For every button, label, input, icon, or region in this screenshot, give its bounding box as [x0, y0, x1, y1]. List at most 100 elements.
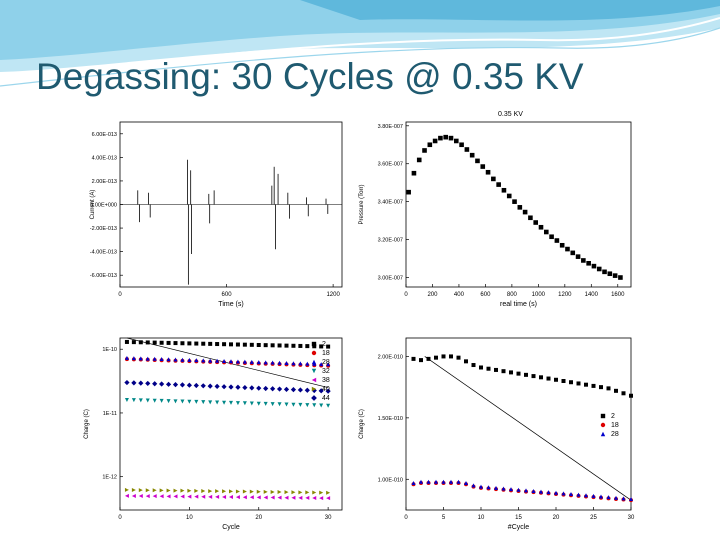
series-point-44	[172, 382, 179, 388]
series-point-38	[235, 495, 240, 500]
series-point-2	[591, 383, 596, 388]
series-point-38	[284, 495, 289, 500]
series-point-40	[277, 490, 282, 495]
series-point-28	[298, 361, 303, 366]
series-point-40	[166, 488, 171, 493]
x-tick-label: 600	[222, 292, 233, 298]
legend-label: 40	[322, 386, 330, 393]
pressure-time-chart: 0 200 400 600 800 1000 1200 1400 1600 3.80E-007 3.…	[359, 111, 632, 308]
x-tick-label: 1400	[585, 292, 599, 298]
series-point-28	[138, 356, 143, 361]
series-point-28	[249, 359, 254, 364]
series-point-2	[277, 343, 282, 348]
series-point-2	[298, 343, 303, 348]
x-tick-label: 1000	[532, 292, 546, 298]
series-point-28	[479, 484, 483, 489]
series-point-2	[187, 341, 192, 346]
series-point-28	[591, 493, 596, 498]
series-point-40	[291, 490, 296, 495]
x-tick-label: 30	[325, 515, 332, 521]
legend-label: 2	[322, 341, 326, 348]
series-point-2	[584, 382, 588, 387]
series-point-44	[290, 387, 297, 393]
x-axis-label: Time (s)	[218, 301, 243, 308]
series-point-28	[441, 479, 446, 484]
series-point-40	[145, 488, 150, 493]
series-point-40	[263, 489, 268, 494]
series-point-28	[305, 361, 310, 366]
series-point-2	[138, 340, 143, 345]
pressure-point	[438, 135, 443, 141]
series-point-32	[215, 400, 220, 405]
pressure-point	[406, 189, 411, 195]
pressure-point	[416, 157, 422, 163]
x-tick-label: 0	[118, 515, 122, 521]
pressure-point	[559, 242, 565, 248]
series-point-2	[270, 343, 275, 348]
pressure-point	[496, 182, 501, 187]
series-point-40	[229, 489, 233, 494]
current-time-chart: 0 600 1200 6.00E-013 4.00E-013 2.00E-013 0.00E…	[90, 121, 343, 308]
series-point-44	[283, 386, 290, 392]
series-point-38	[131, 493, 136, 498]
series-point-2	[494, 367, 498, 372]
series-point-2	[180, 341, 185, 346]
legend-marker-28	[600, 431, 606, 437]
legend-marker-32	[311, 368, 317, 374]
legend-marker-40	[311, 386, 317, 392]
series-point-40	[208, 489, 213, 494]
series-point-2	[441, 354, 446, 359]
series-point-28	[471, 483, 476, 488]
series-point-38	[312, 496, 317, 501]
pressure-point	[618, 275, 623, 280]
series-point-44	[124, 379, 130, 386]
header-swoosh	[0, 0, 720, 87]
series-point-32	[145, 398, 150, 403]
series-point-44	[193, 382, 199, 389]
series-point-32	[249, 401, 254, 406]
series-point-28	[242, 359, 247, 364]
series-point-2	[501, 369, 506, 374]
legend-label: 2	[611, 413, 615, 420]
legend-label: 32	[322, 368, 330, 375]
pressure-point	[443, 134, 449, 140]
pressure-point	[480, 164, 486, 169]
series-point-40	[201, 488, 206, 493]
series-point-2	[411, 356, 416, 361]
series-point-32	[256, 401, 261, 406]
series-point-44	[179, 382, 186, 388]
slide-title: Degassing: 30 Cycles @ 0.35 KV	[36, 56, 584, 97]
series-point-2	[456, 355, 461, 360]
series-point-2	[546, 376, 551, 381]
series-point-2	[249, 342, 254, 347]
pressure-point	[485, 169, 491, 175]
series-point-28	[599, 494, 603, 499]
series-point-28	[277, 360, 282, 365]
pressure-point	[533, 220, 539, 225]
series-point-32	[187, 399, 192, 404]
series-point-32	[124, 397, 129, 402]
series-point-28	[606, 495, 611, 500]
series-point-40	[298, 490, 303, 495]
series-point-28	[194, 358, 199, 363]
series-point-44	[221, 384, 227, 390]
series-point-2	[235, 342, 240, 347]
series-point-44	[297, 387, 303, 393]
x-tick-label: 25	[590, 515, 597, 521]
series-point-40	[326, 490, 331, 495]
x-tick-label: 600	[480, 292, 491, 298]
series-point-2	[509, 370, 513, 375]
series-point-2	[312, 344, 317, 349]
legend-marker-18	[600, 422, 606, 428]
series-point-40	[215, 489, 220, 494]
series-point-44	[242, 384, 248, 391]
series-point-32	[277, 402, 282, 407]
series-point-2	[173, 341, 178, 346]
series-point-32	[131, 398, 136, 403]
series-point-2	[419, 358, 423, 363]
x-axis-label: #Cycle	[508, 524, 530, 531]
pressure-point	[591, 263, 597, 269]
series-point-32	[180, 399, 185, 404]
pressure-point	[453, 138, 459, 144]
series-point-32	[326, 403, 331, 408]
